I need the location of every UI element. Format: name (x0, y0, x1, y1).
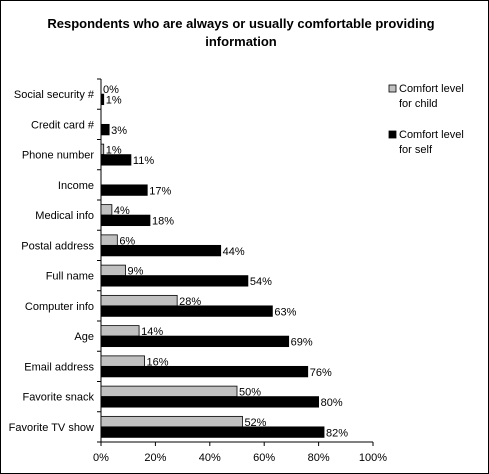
data-label-child: 50% (239, 387, 261, 399)
bar-child (100, 204, 113, 216)
legend-label: for self (399, 144, 433, 156)
data-label-self: 17% (149, 185, 171, 197)
data-label-child: 16% (147, 356, 169, 368)
data-label-child: 28% (179, 296, 201, 308)
bar-self (100, 123, 110, 136)
bar-self (100, 93, 105, 106)
category-label: Favorite snack (22, 392, 94, 404)
legend-swatch-child (388, 84, 397, 93)
data-label-child: 9% (127, 266, 143, 278)
bar-self (100, 365, 309, 378)
category-label: Full name (46, 271, 94, 283)
bar-self (100, 154, 132, 166)
data-label-child: 52% (244, 417, 266, 429)
bar-child (100, 143, 105, 156)
legend-swatch-self (388, 130, 397, 139)
category-label: Social security # (14, 89, 95, 101)
bar-self (100, 426, 325, 438)
legend-label: Comfort level (399, 129, 464, 141)
chart-title: Respondents who are always or usually co… (47, 16, 435, 49)
data-label-child: 6% (119, 235, 135, 247)
data-label-self: 82% (326, 427, 348, 439)
bar-child (100, 264, 126, 277)
plot-area: 0% 20% 40% 60% 80% 100%Social security #0%1%C… (9, 78, 387, 464)
bar-self (100, 305, 273, 317)
data-label-child: 1% (106, 145, 122, 157)
x-tick-label: 80% (308, 452, 330, 464)
bar-self (100, 335, 290, 348)
bar-child (100, 325, 140, 337)
data-label-child: 14% (141, 326, 163, 338)
category-label: Email address (24, 361, 94, 373)
bar-child (100, 294, 178, 307)
data-label-self: 76% (310, 367, 332, 379)
legend-label: Comfort level (399, 83, 464, 95)
bar-child (100, 385, 238, 398)
bar-self (100, 214, 151, 227)
data-label-self: 44% (223, 246, 245, 258)
data-label-self: 63% (274, 306, 296, 318)
data-label-self: 18% (152, 216, 174, 228)
category-label: Medical info (35, 210, 94, 222)
category-label: Age (74, 331, 94, 343)
bar-child (100, 355, 145, 367)
legend-label: for child (399, 98, 438, 110)
x-tick-label: 0% (93, 452, 109, 464)
data-label-self: 80% (321, 397, 343, 409)
category-label: Postal address (21, 240, 94, 252)
bar-self (100, 244, 222, 257)
data-label-self: 1% (106, 95, 122, 107)
category-label: Favorite TV show (9, 422, 94, 434)
data-label-self: 11% (133, 155, 154, 167)
x-tick-label: 20% (144, 452, 166, 464)
data-label-self: 3% (111, 125, 127, 137)
bar-self (100, 184, 148, 196)
data-label-self: 69% (291, 337, 313, 349)
bar-child (100, 415, 243, 428)
x-tick-label: 60% (253, 452, 275, 464)
legend: Comfort level for child Comfort level for s… (388, 83, 464, 156)
bar-self (100, 396, 320, 408)
x-tick-label: 40% (199, 452, 221, 464)
bar-child (100, 234, 118, 246)
category-label: Credit card # (31, 119, 95, 131)
data-label-child: 0% (103, 84, 119, 96)
data-label-child: 4% (114, 205, 130, 217)
x-tick-label: 100% (359, 452, 387, 464)
category-label: Income (58, 180, 94, 192)
category-label: Phone number (22, 150, 94, 162)
bar-self (100, 275, 249, 287)
data-label-self: 54% (250, 276, 272, 288)
category-label: Computer info (25, 301, 94, 313)
